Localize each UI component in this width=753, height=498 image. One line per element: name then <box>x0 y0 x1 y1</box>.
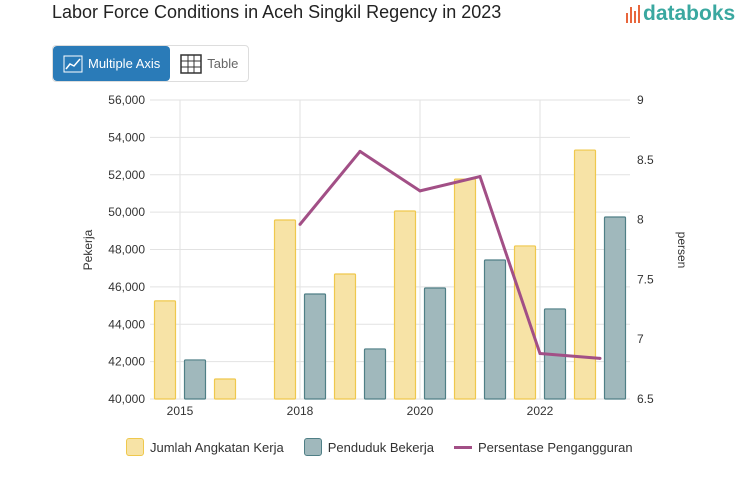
line-point <box>478 175 482 179</box>
legend-item-persentase-pengangguran[interactable]: Persentase Pengangguran <box>453 439 633 455</box>
y-axis-title: Pekerja <box>81 229 95 270</box>
bar-jumlah-angkatan-kerja <box>393 210 417 400</box>
x-tick-label: 2020 <box>407 404 434 418</box>
y2-tick-label: 7.5 <box>637 272 654 286</box>
legend: Jumlah Angkatan Kerja Penduduk Bekerja P… <box>126 438 633 456</box>
table-button[interactable]: Table <box>170 46 248 81</box>
line-point <box>298 222 302 226</box>
legend-label: Persentase Pengangguran <box>477 439 633 455</box>
bar-penduduk-bekerja <box>303 293 327 400</box>
y2-tick-label: 8 <box>637 213 644 227</box>
y2-tick-label: 6.5 <box>637 392 654 406</box>
view-toggle: Multiple Axis Table <box>52 45 250 82</box>
y2-tick-label: 8.5 <box>637 153 654 167</box>
y-tick-label: 40,000 <box>108 392 145 406</box>
legend-swatch <box>303 438 322 456</box>
legend-item-jumlah-angkatan-kerja[interactable]: Jumlah Angkatan Kerja <box>126 438 284 456</box>
y2-tick-label: 9 <box>637 93 644 107</box>
legend-line <box>453 445 472 449</box>
legend-label: Jumlah Angkatan Kerja <box>150 439 284 455</box>
bar-jumlah-angkatan-kerja <box>273 219 297 400</box>
y-tick-label: 50,000 <box>108 205 145 219</box>
table-label: Table <box>207 56 239 71</box>
bar-penduduk-bekerja <box>603 216 627 400</box>
logo-text: databoks <box>643 2 736 25</box>
legend-swatch <box>126 438 144 456</box>
y-tick-label: 42,000 <box>108 355 145 369</box>
chart-title: Labor Force Conditions in Aceh Singkil R… <box>52 2 502 22</box>
logo-bars-icon <box>626 5 640 23</box>
line-point <box>418 189 422 193</box>
table-icon <box>180 53 202 74</box>
y-tick-label: 52,000 <box>108 168 145 182</box>
bar-jumlah-angkatan-kerja <box>573 149 597 400</box>
bar-jumlah-angkatan-kerja <box>213 378 237 400</box>
bar-penduduk-bekerja <box>363 348 387 400</box>
bar-jumlah-angkatan-kerja <box>153 300 177 400</box>
x-tick-label: 2018 <box>287 404 314 418</box>
legend-item-penduduk-bekerja[interactable]: Penduduk Bekerja <box>303 438 434 456</box>
line-point <box>598 356 602 360</box>
bar-jumlah-angkatan-kerja <box>513 245 537 400</box>
bar-penduduk-bekerja <box>483 259 507 400</box>
chart-icon <box>63 55 83 72</box>
bar-jumlah-angkatan-kerja <box>333 273 357 400</box>
y-tick-label: 48,000 <box>108 243 145 257</box>
x-tick-label: 2015 <box>167 404 194 418</box>
multiple-axis-label: Multiple Axis <box>88 56 161 71</box>
legend-label: Penduduk Bekerja <box>327 439 434 455</box>
databoks-logo[interactable]: databoks <box>626 2 735 26</box>
line-point <box>538 352 542 356</box>
multiple-axis-button[interactable]: Multiple Axis <box>53 46 171 81</box>
y-tick-label: 54,000 <box>108 130 145 144</box>
y-tick-label: 56,000 <box>108 93 145 107</box>
line-point <box>358 149 362 153</box>
x-tick-label: 2022 <box>527 404 554 418</box>
bar-jumlah-angkatan-kerja <box>453 178 477 400</box>
bar-penduduk-bekerja <box>183 359 207 400</box>
y-tick-label: 44,000 <box>108 317 145 331</box>
bar-penduduk-bekerja <box>423 287 447 400</box>
y2-tick-label: 7 <box>637 332 644 346</box>
line-persentase-pengangguran <box>298 149 601 360</box>
y-tick-label: 46,000 <box>108 280 145 294</box>
y2-axis-title: persen <box>675 232 689 269</box>
chart-area: 40,000 42,000 44,000 46,000 48,000 50,000 52,0… <box>81 93 689 418</box>
